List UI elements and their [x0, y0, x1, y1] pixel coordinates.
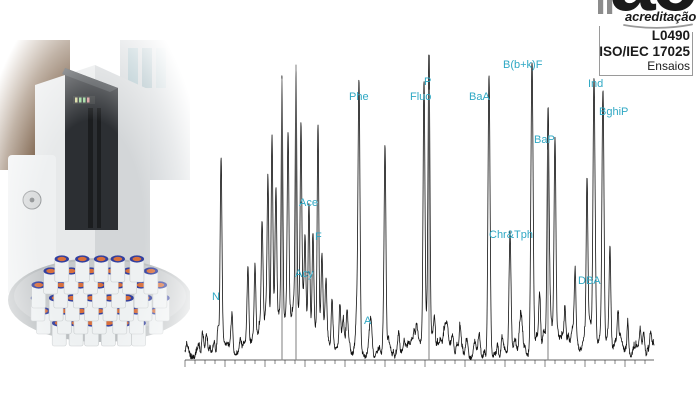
svg-text:ISO/IEC 17025: ISO/IEC 17025	[599, 44, 690, 59]
svg-text:Ensaios: Ensaios	[647, 59, 690, 73]
svg-text:L0490: L0490	[652, 28, 690, 43]
svg-text:acreditação: acreditação	[625, 9, 696, 24]
